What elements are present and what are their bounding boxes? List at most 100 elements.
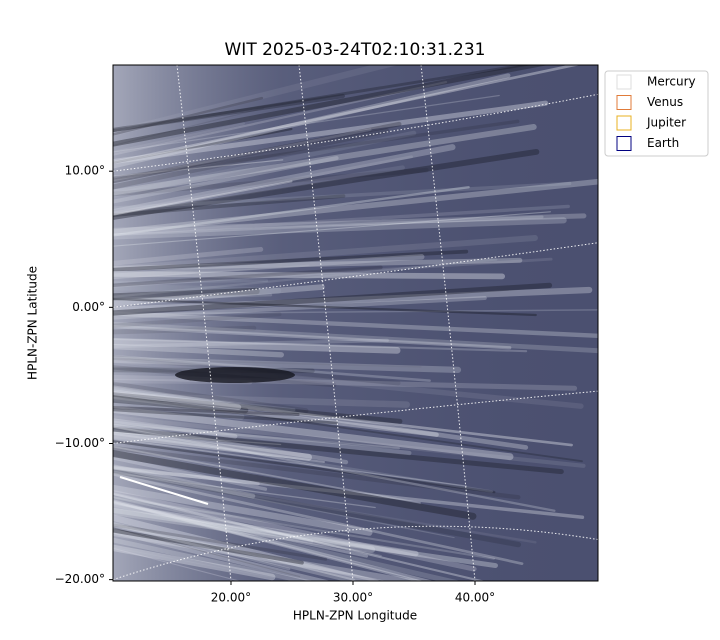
streak — [113, 343, 284, 358]
streak — [113, 165, 405, 216]
legend-swatch — [616, 74, 632, 90]
streak — [113, 523, 387, 581]
grid-line — [113, 93, 598, 172]
streak — [113, 284, 325, 307]
axes-frame — [112, 64, 599, 582]
streak — [113, 499, 434, 581]
streak — [113, 415, 586, 468]
streak — [113, 544, 276, 581]
streak — [113, 431, 282, 446]
streak — [113, 497, 351, 533]
x-axis-label: HPLN-ZPN Longitude — [293, 609, 417, 623]
streak — [113, 471, 537, 544]
streak — [113, 528, 331, 581]
streak — [113, 217, 567, 240]
streak — [113, 286, 593, 314]
streak — [113, 325, 257, 335]
grid-line — [298, 65, 354, 581]
streak — [113, 385, 529, 450]
streak — [113, 338, 401, 354]
streak — [113, 394, 439, 437]
streak — [113, 408, 338, 425]
streak — [113, 423, 400, 450]
streak — [113, 537, 314, 581]
streak — [113, 521, 356, 581]
streak — [113, 127, 293, 164]
streak — [113, 437, 468, 487]
legend-swatch — [616, 136, 632, 151]
streak — [113, 254, 425, 279]
streak — [113, 406, 300, 416]
streak — [113, 124, 537, 196]
streak — [113, 397, 249, 414]
legend-label: Jupiter — [646, 116, 686, 130]
streak — [113, 73, 511, 169]
streak — [113, 502, 419, 557]
streak — [113, 491, 314, 543]
streak — [113, 472, 524, 565]
streak — [113, 466, 585, 520]
streak — [113, 65, 533, 133]
streak — [113, 425, 556, 512]
streak — [113, 507, 498, 569]
legend-label: Earth — [647, 136, 679, 150]
streak — [113, 181, 572, 210]
streak — [113, 465, 260, 486]
grid-line — [113, 390, 598, 444]
streak — [113, 204, 570, 236]
streak — [113, 156, 339, 204]
streak — [113, 180, 293, 216]
streak — [113, 213, 587, 233]
streak — [113, 122, 245, 154]
streak — [113, 128, 390, 190]
streak — [113, 128, 372, 182]
chart-title: WIT 2025-03-24T02:10:31.231 — [225, 40, 486, 60]
streak — [113, 155, 413, 215]
streak — [113, 432, 325, 464]
streak — [113, 81, 448, 156]
streak — [113, 338, 389, 348]
streak — [113, 381, 309, 414]
streak — [113, 282, 553, 316]
grid-line — [176, 65, 232, 581]
streak — [113, 293, 273, 301]
streak — [113, 388, 296, 412]
streak — [113, 167, 429, 197]
streak — [113, 257, 553, 288]
streak — [113, 96, 264, 136]
streak — [113, 65, 399, 137]
dark-feature — [175, 367, 295, 383]
x-tick-label: 30.00° — [333, 591, 373, 605]
streak — [113, 144, 456, 216]
streak — [113, 501, 369, 558]
streak — [113, 496, 382, 557]
streak — [113, 311, 598, 338]
streak — [113, 423, 349, 465]
streak — [113, 501, 461, 581]
streak — [113, 93, 346, 133]
streak — [113, 312, 282, 328]
streak — [113, 358, 422, 368]
streak — [113, 529, 425, 581]
streak — [113, 392, 403, 424]
streak — [113, 279, 269, 284]
legend-label: Mercury — [647, 75, 696, 89]
streak — [113, 429, 494, 493]
legend-swatch — [616, 95, 632, 110]
streak — [113, 246, 264, 266]
streak — [113, 528, 304, 565]
streak — [113, 440, 496, 494]
streak — [113, 324, 512, 350]
streak — [113, 484, 373, 536]
bright-trail — [119, 476, 209, 505]
x-tick-label: 40.00° — [455, 591, 495, 605]
streak — [113, 468, 522, 548]
streak — [113, 392, 410, 408]
streak — [113, 178, 598, 235]
streak — [113, 527, 301, 578]
streak — [113, 523, 328, 561]
grid-line — [420, 65, 476, 581]
streak — [113, 547, 242, 581]
streak — [113, 249, 469, 272]
